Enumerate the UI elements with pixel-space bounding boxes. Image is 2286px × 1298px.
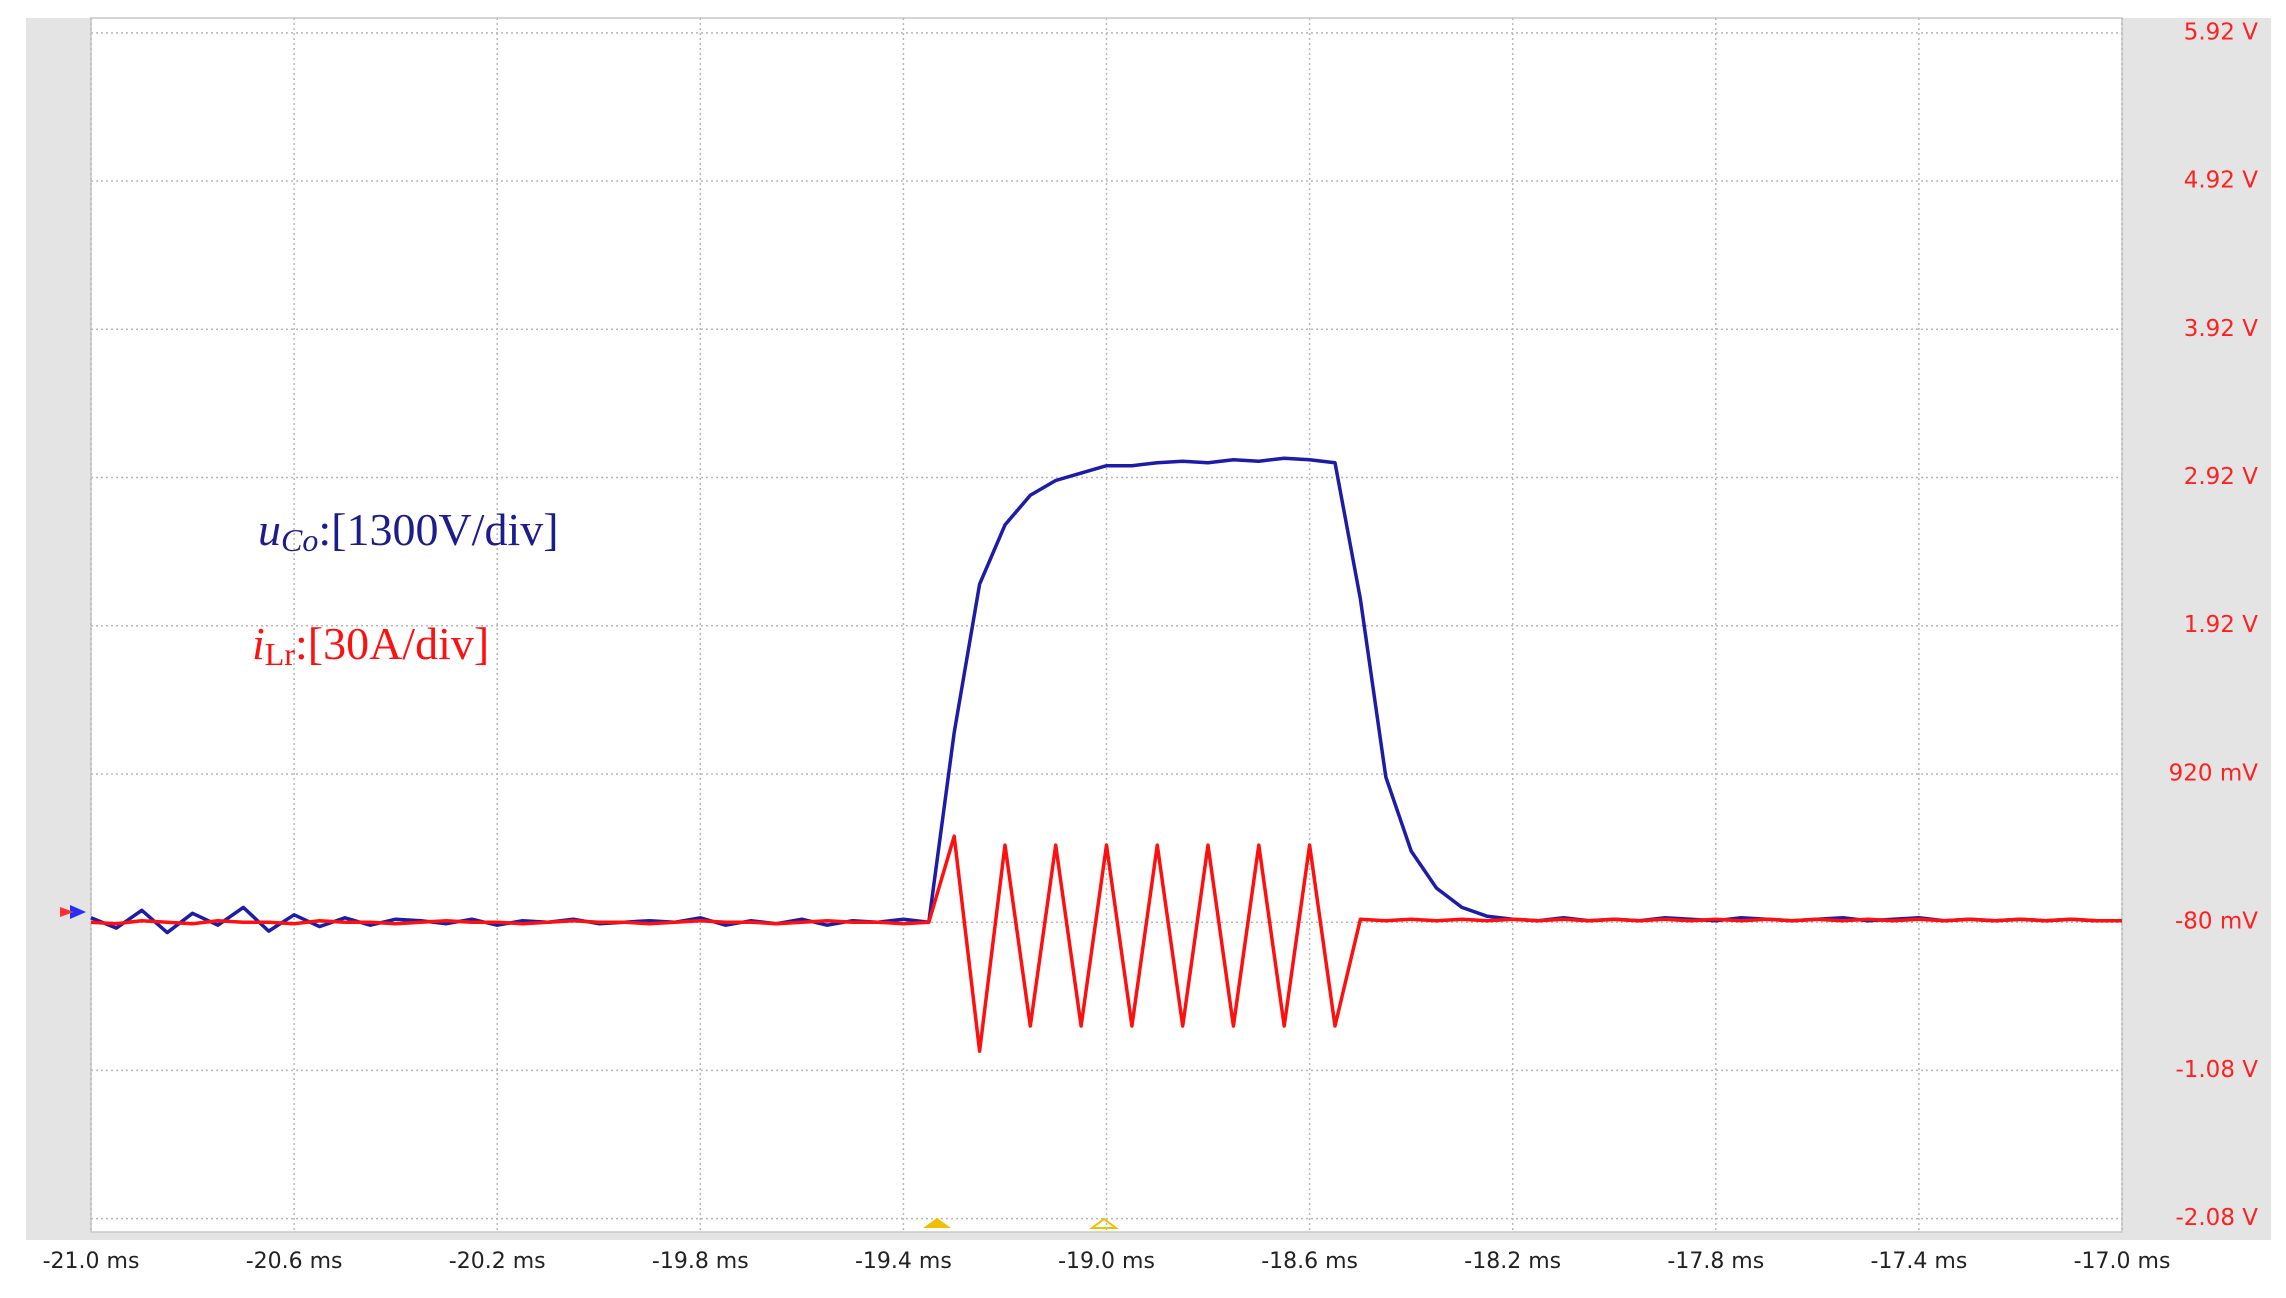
reference-marker <box>1089 1217 1119 1229</box>
x-tick-label: -19.4 ms <box>855 1249 952 1274</box>
annotation: uCo:[1300V/div] <box>258 504 559 559</box>
y-tick-label: 4.92 V <box>2184 168 2259 194</box>
annotation-symbol: u <box>258 504 281 555</box>
x-tick-label: -20.2 ms <box>449 1249 546 1274</box>
labels: 5.92 V 4.92 V 3.92 V 2.92 V 1.92 V 920 mV -80 … <box>43 19 2259 1274</box>
x-tick-label: -20.6 ms <box>246 1249 343 1274</box>
y-tick-label: 920 mV <box>2169 760 2259 786</box>
y-tick-label: -80 mV <box>2175 909 2258 935</box>
x-tick-label: -21.0 ms <box>43 1249 140 1274</box>
annotation-subscript: Lr <box>265 636 296 672</box>
x-tick-label: -19.8 ms <box>652 1249 749 1274</box>
annotation-scale: :[30A/div] <box>295 618 489 669</box>
x-label-strip <box>0 1240 2286 1298</box>
y-tick-label: -1.08 V <box>2175 1057 2258 1083</box>
y-tick-label: 2.92 V <box>2184 464 2259 490</box>
channel-marker <box>60 907 74 917</box>
annotation-subscript: Co <box>281 522 318 558</box>
x-tick-label: -17.8 ms <box>1667 1249 1764 1274</box>
x-tick-label: -18.6 ms <box>1261 1249 1358 1274</box>
annotation: iLr:[30A/div] <box>252 618 489 673</box>
y-tick-label: 1.92 V <box>2184 612 2259 638</box>
x-tick-label: -18.2 ms <box>1464 1249 1561 1274</box>
annotation-scale: :[1300V/div] <box>318 504 558 555</box>
y-tick-label: -2.08 V <box>2175 1205 2258 1231</box>
trigger-marker <box>923 1218 951 1228</box>
trace-line <box>90 834 2122 1053</box>
channel-marker <box>70 905 86 919</box>
y-tick-label: 5.92 V <box>2184 19 2259 45</box>
x-tick-label: -17.0 ms <box>2074 1249 2171 1274</box>
x-tick-label: -19.0 ms <box>1058 1249 1155 1274</box>
traces <box>90 456 2122 1053</box>
annotation-symbol: i <box>252 618 265 669</box>
y-tick-label: 3.92 V <box>2184 316 2259 342</box>
grid <box>90 18 2123 1232</box>
x-tick-label: -17.4 ms <box>1870 1249 1967 1274</box>
